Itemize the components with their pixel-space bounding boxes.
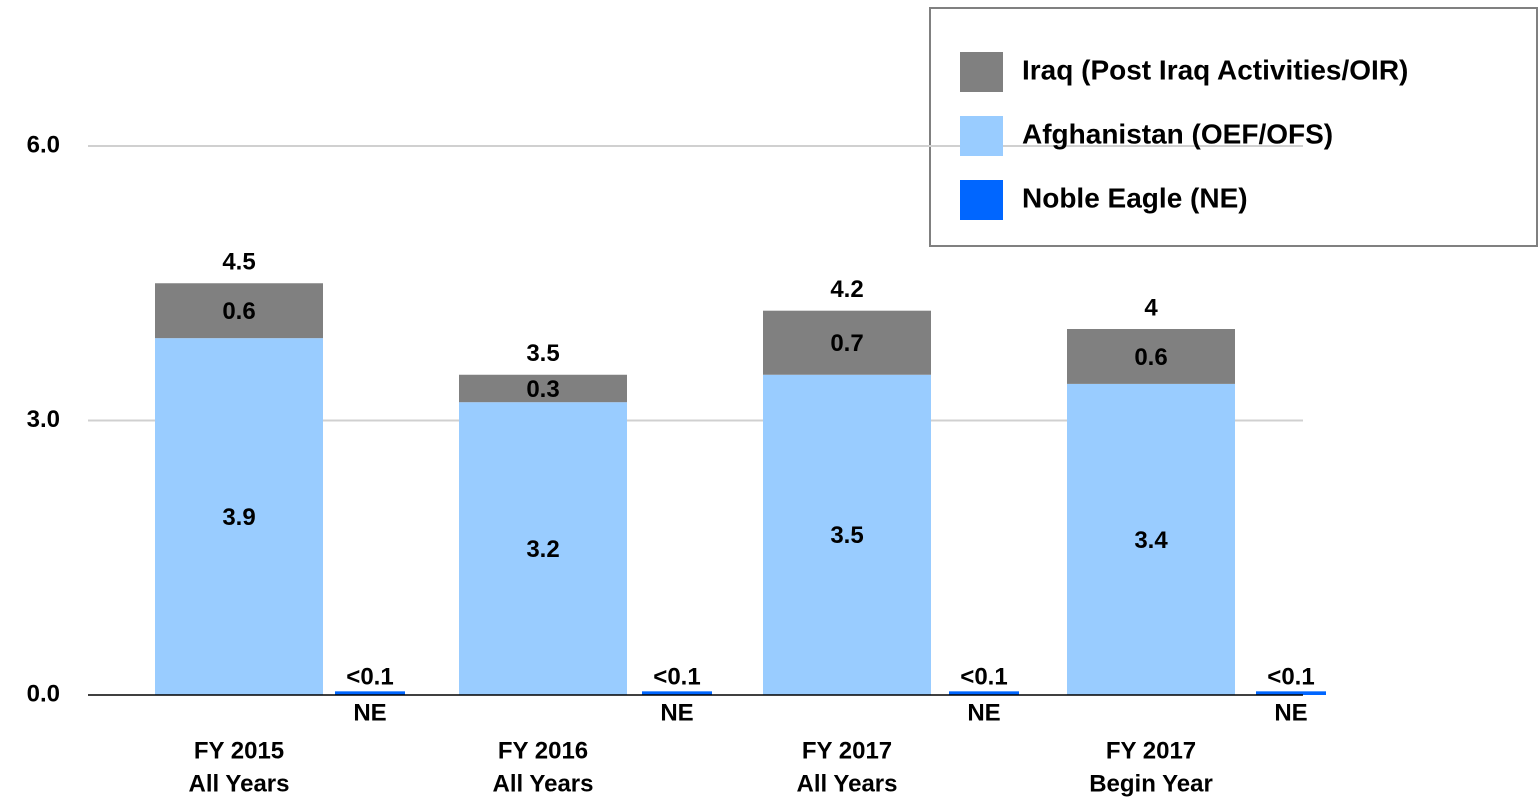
total-label: 4.5	[222, 249, 255, 276]
y-tick-label: 0.0	[27, 680, 60, 707]
bar-segment	[1067, 383, 1235, 695]
value-label: 0.7	[830, 330, 863, 357]
ne-tick-label: NE	[353, 699, 386, 726]
ne-tick-label: NE	[967, 699, 1000, 726]
ne-value-label: <0.1	[1267, 663, 1314, 690]
legend-box	[929, 7, 1538, 247]
total-label: 4	[1144, 294, 1158, 321]
legend-swatch	[960, 180, 1003, 220]
x-tick-label: All Years	[189, 770, 290, 797]
x-tick-label: FY 2015	[194, 737, 284, 764]
value-label: 0.6	[222, 298, 255, 325]
ne-bar	[335, 691, 405, 695]
value-label: 3.5	[830, 522, 863, 549]
ne-bar	[1256, 691, 1326, 695]
bar-segment	[155, 338, 323, 695]
legend-swatch	[960, 116, 1003, 156]
y-tick-label: 3.0	[27, 406, 60, 433]
ne-value-label: <0.1	[960, 663, 1007, 690]
ne-tick-label: NE	[660, 699, 693, 726]
total-label: 3.5	[526, 340, 559, 367]
ne-value-label: <0.1	[653, 663, 700, 690]
bar-segment	[459, 374, 627, 403]
x-tick-label: FY 2017	[802, 737, 892, 764]
x-tick-label: All Years	[493, 770, 594, 797]
ne-bar	[642, 691, 712, 695]
value-label: 3.2	[526, 536, 559, 563]
legend-label: Noble Eagle (NE)	[1022, 182, 1248, 213]
ne-value-label: <0.1	[346, 663, 393, 690]
x-tick-label: FY 2017	[1106, 737, 1196, 764]
total-label: 4.2	[830, 276, 863, 303]
value-label: 0.3	[526, 376, 559, 403]
value-label: 3.4	[1134, 527, 1168, 554]
x-tick-label: FY 2016	[498, 737, 588, 764]
x-tick-label: Begin Year	[1089, 770, 1213, 797]
ne-tick-label: NE	[1274, 699, 1307, 726]
legend-swatch	[960, 52, 1003, 92]
y-tick-label: 6.0	[27, 131, 60, 158]
bar-segment	[763, 374, 931, 695]
bar-segment	[155, 283, 323, 339]
bar-segment	[1067, 329, 1235, 384]
x-tick-label: All Years	[797, 770, 898, 797]
legend-label: Afghanistan (OEF/OFS)	[1022, 118, 1333, 149]
bar-segment	[459, 402, 627, 695]
value-label: 3.9	[222, 504, 255, 531]
value-label: 0.6	[1134, 344, 1167, 371]
legend-label: Iraq (Post Iraq Activities/OIR)	[1022, 54, 1408, 85]
bar-segment	[763, 310, 931, 375]
ne-bar	[949, 691, 1019, 695]
